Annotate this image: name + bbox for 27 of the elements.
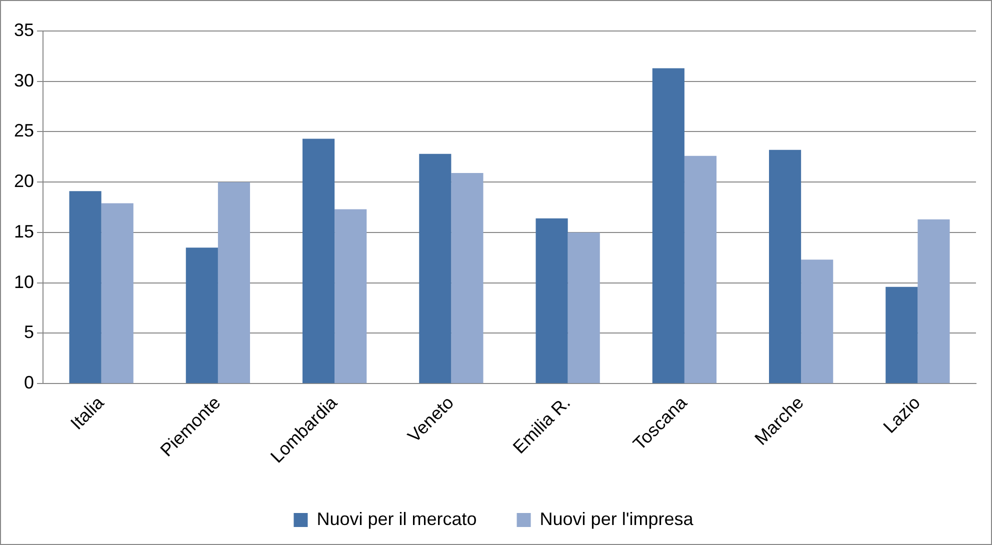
- bar: [536, 218, 568, 384]
- bar: [886, 286, 918, 384]
- legend-label: Nuovi per il mercato: [316, 508, 477, 529]
- bar: [218, 182, 250, 384]
- y-tick-label: 5: [24, 322, 34, 342]
- y-tick-label: 0: [24, 372, 34, 393]
- bar: [302, 138, 335, 384]
- bar: [568, 232, 600, 384]
- bar: [69, 191, 102, 384]
- bar: [334, 209, 367, 384]
- y-tick-label: 35: [14, 20, 34, 40]
- bar: [918, 219, 950, 384]
- y-tick-label: 10: [14, 272, 34, 292]
- legend-label: Nuovi per l'impresa: [540, 508, 694, 529]
- y-tick-label: 30: [14, 70, 34, 90]
- bar: [451, 173, 484, 384]
- y-tick-label: 15: [14, 221, 34, 242]
- bar: [684, 156, 717, 384]
- bar: [186, 248, 218, 384]
- y-tick-label: 25: [14, 120, 34, 141]
- x-tick-label: Italia: [66, 392, 108, 434]
- bar: [768, 150, 802, 384]
- bar: [801, 260, 834, 384]
- bar: [101, 203, 134, 384]
- y-tick-label: 20: [14, 171, 34, 192]
- bar: [419, 154, 452, 384]
- bar: [652, 68, 684, 384]
